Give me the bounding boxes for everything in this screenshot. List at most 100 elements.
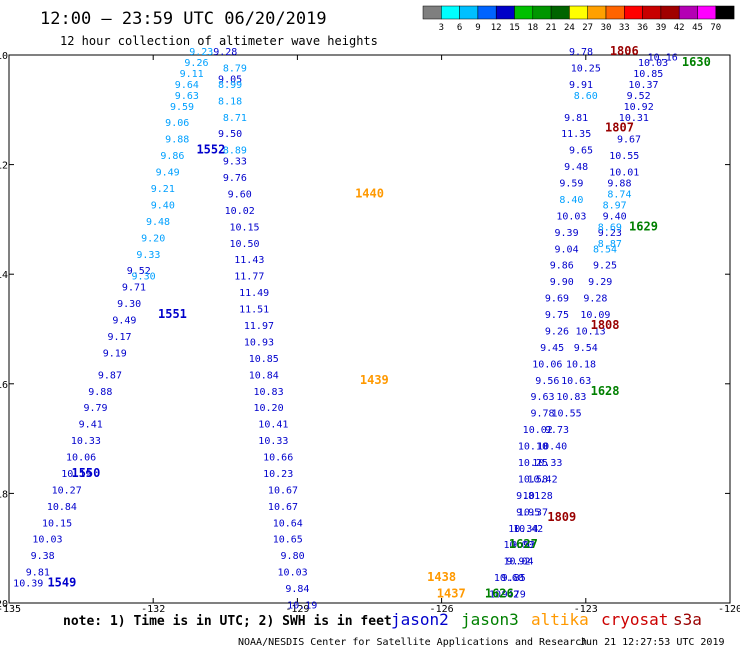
swh-value-jason2: 10.55 [609, 151, 639, 162]
swh-value-jason3: 9.06 [165, 118, 189, 129]
swh-value-jason2: 9.90 [550, 277, 574, 288]
swh-value-jason2: 9.79 [83, 403, 107, 414]
note-text: note: 1) Time is in UTC; 2) SWH is in fe… [63, 614, 392, 629]
swh-value-jason2: 9.28 [213, 47, 237, 58]
colorbar-label: 21 [546, 23, 557, 33]
credit-text: NOAA/NESDIS Center for Satellite Applica… [238, 637, 587, 648]
swh-value-jason3: 8.79 [223, 63, 247, 74]
colorbar-label: 27 [582, 23, 593, 33]
swh-value-jason3: 8.89 [223, 146, 247, 157]
swh-value-jason2: 9.28 [583, 294, 607, 305]
swh-value-jason2: 10.19 [287, 600, 317, 611]
swh-value-jason2: 10.55 [552, 409, 582, 420]
swh-value-jason2: 10.01 [609, 168, 639, 179]
swh-value-jason2: 10.03 [638, 58, 668, 69]
swh-value-jason2: 10.85 [249, 354, 279, 365]
swh-value-jason2: 10.93 [244, 337, 274, 348]
swh-value-jason3: 9.21 [151, 184, 175, 195]
swh-value-jason2: 10.02 [225, 206, 255, 217]
swh-value-jason2: 10.33 [532, 458, 562, 469]
swh-value-jason2: 10.50 [229, 239, 259, 250]
legend-jason2: jason2 [391, 610, 449, 629]
pass-label: 1808 [591, 318, 620, 332]
x-tick-label: -123 [574, 604, 598, 615]
colorbar-cell [624, 5, 643, 20]
axis-ticks: -135 -132 -129 -126 -123 -120 -10 -12 -14 -16 -18 -… [0, 51, 740, 615]
colorbar-cell [441, 5, 460, 20]
colorbar-cell [697, 5, 717, 20]
swh-value-jason2: 9.40 [603, 211, 627, 222]
pass-label: 1437 [437, 587, 466, 601]
swh-value-jason2: 9.48 [564, 162, 588, 173]
colorbar: 3 6 9 12 15 18 21 24 27 30 33 36 39 42 45 70 [422, 5, 735, 33]
pass-label: 1626 [485, 587, 514, 601]
swh-value-jason2: 10.64 [273, 518, 303, 529]
swh-value-jason2: 10.19 [61, 469, 91, 480]
swh-value-jason2: 9.59 [559, 179, 583, 190]
swh-value-jason2: 10.09 [580, 310, 610, 321]
colorbar-cell [459, 5, 479, 20]
swh-value-jason2: 10.03 [32, 535, 62, 546]
swh-value-jason2: 9.65 [569, 146, 593, 157]
swh-value-jason2: 10.39 [13, 579, 43, 590]
swh-value-jason3: 8.71 [223, 113, 247, 124]
swh-value-jason2: 9.93 [511, 540, 535, 551]
swh-value-jason2: 9.50 [218, 129, 242, 140]
swh-value-jason2: 9.63 [530, 392, 554, 403]
swh-value-jason2: 10.42 [513, 524, 543, 535]
swh-value-jason3: 9.20 [141, 233, 165, 244]
swh-value-jason2: 10.00 [503, 540, 533, 551]
pass-label: 1809 [547, 510, 576, 524]
swh-value-jason3: 9.49 [156, 168, 180, 179]
swh-value-jason3: 8.87 [598, 239, 622, 250]
swh-value-jason2: 9.85 [502, 573, 526, 584]
colorbar-label: 15 [509, 23, 520, 33]
swh-value-jason3: 9.86 [160, 151, 184, 162]
swh-value-jason3: 9.63 [175, 91, 199, 102]
colorbar-label: 18 [527, 23, 538, 33]
swh-value-jason2: 11.35 [561, 129, 591, 140]
swh-value-jason3: 9.26 [184, 58, 208, 69]
swh-value-jason2: 9.60 [228, 189, 252, 200]
pass-label: 1552 [196, 143, 225, 157]
colorbar-label: 39 [655, 23, 666, 33]
swh-value-jason2: 9.67 [617, 135, 641, 146]
swh-value-jason2: 9.17 [108, 332, 132, 343]
swh-value-jason2: 10.18 [566, 359, 596, 370]
y-tick-label: -12 [0, 161, 8, 172]
swh-value-jason2: 10.34 [508, 524, 538, 535]
swh-value-jason2: 10.15 [229, 222, 259, 233]
swh-value-jason2: 11.51 [239, 305, 269, 316]
swh-value-jason2: 9.78 [530, 409, 554, 420]
swh-value-jason2: 9.87 [98, 370, 122, 381]
swh-value-jason2: 11.77 [234, 272, 264, 283]
satellite-legend: jason2 jason3 altika cryosat s3a [391, 610, 702, 629]
swh-value-jason2: 9.39 [555, 228, 579, 239]
swh-value-jason3: 8.69 [598, 222, 622, 233]
y-tick-label: -20 [0, 599, 8, 610]
swh-value-jason2: 9.33 [223, 157, 247, 168]
swh-value-jason3: 9.11 [180, 69, 204, 80]
swh-value-jason2: 9.81 [26, 568, 50, 579]
pass-label: 1630 [682, 55, 711, 69]
swh-value-jason2: 9.73 [545, 425, 569, 436]
pass-labels: 1552 1551 1550 1549 1440 1439 1438 1437 1806 1807… [47, 44, 710, 601]
swh-value-jason2: 9.92 [506, 557, 530, 568]
swh-value-jason2: 10.92 [624, 102, 654, 113]
colorbar-cell [550, 5, 570, 20]
swh-value-jason2: 9.23 [598, 228, 622, 239]
swh-value-jason3: 9.64 [175, 80, 199, 91]
pass-label: 1549 [47, 576, 76, 590]
swh-value-jason3: 8.97 [603, 200, 627, 211]
swh-value-jason2: 9.76 [223, 173, 247, 184]
swh-value-jason2: 9.52 [627, 91, 651, 102]
swh-value-jason2: 10.25 [571, 63, 601, 74]
swh-value-jason2: 10.20 [254, 403, 284, 414]
timestamp-text: Jun 21 12:27:53 UTC 2019 [580, 637, 725, 648]
swh-value-jason2: 9.52 [127, 266, 151, 277]
swh-value-jason3: 9.40 [151, 200, 175, 211]
colorbar-label: 6 [457, 23, 462, 33]
swh-value-jason2: 9.71 [122, 283, 146, 294]
swh-value-jason2: 10.23 [263, 469, 293, 480]
